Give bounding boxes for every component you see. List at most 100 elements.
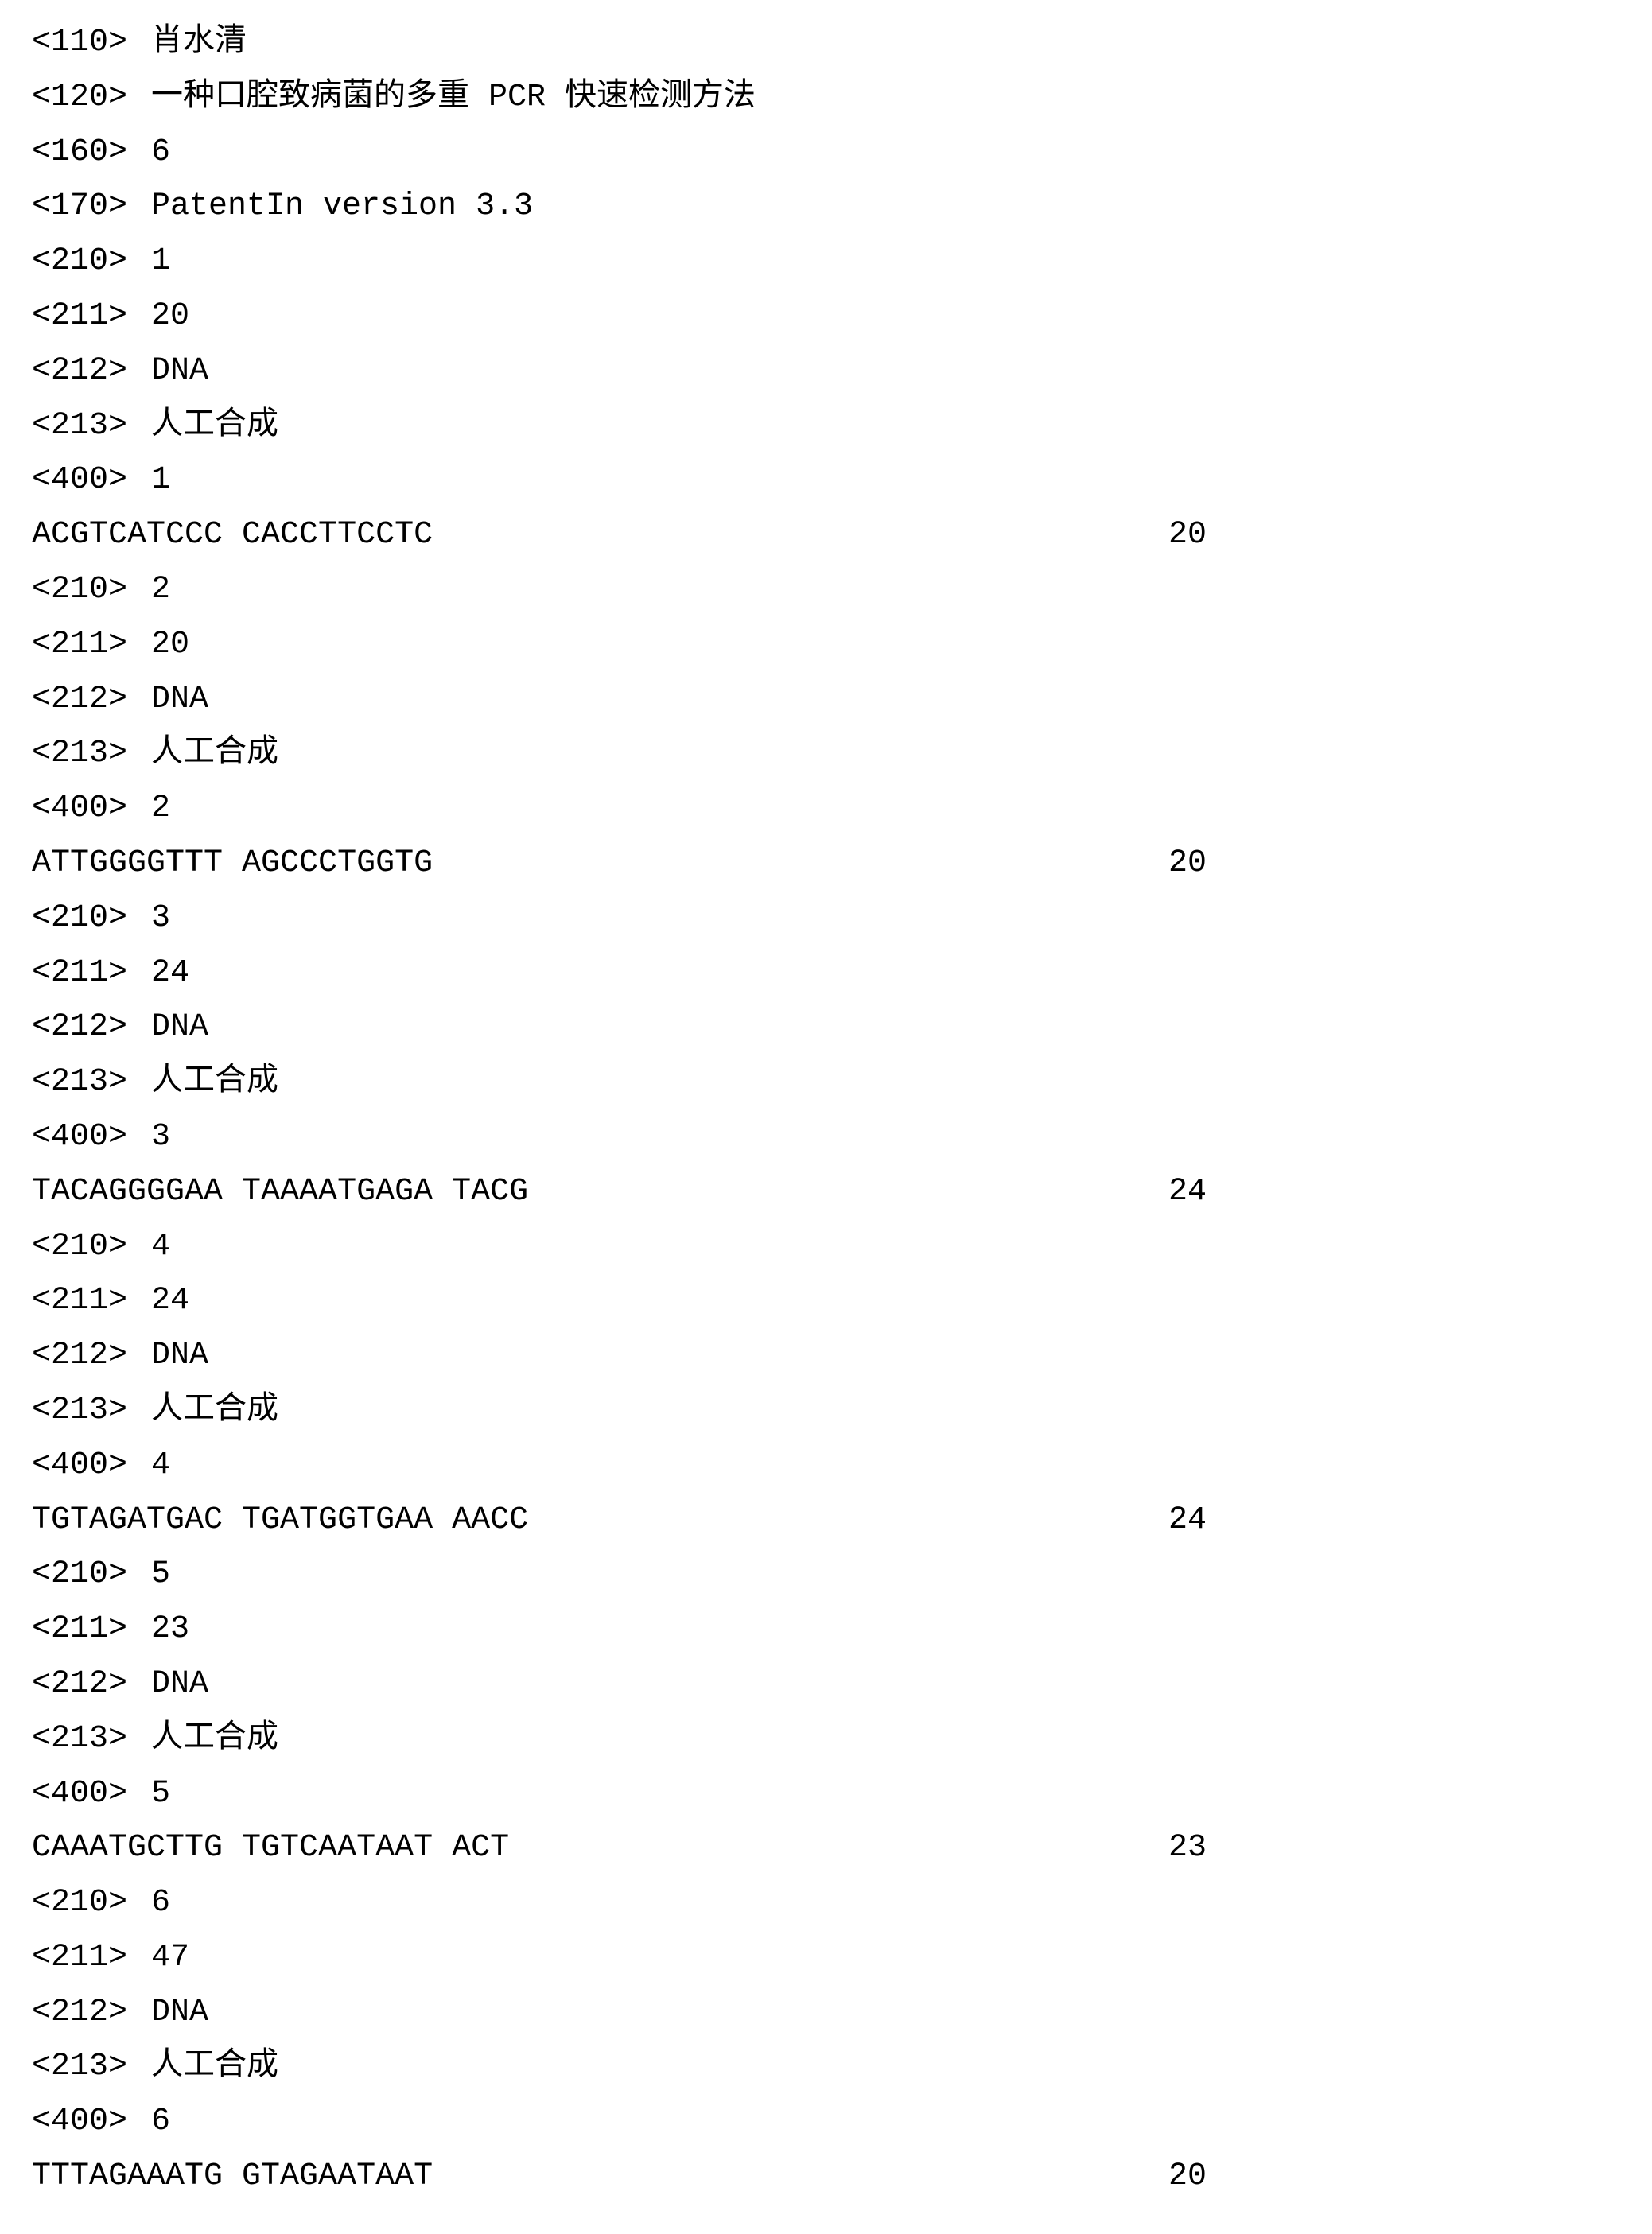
tag212-line: <212>DNA — [32, 1329, 1620, 1384]
tag212-label: <212> — [32, 673, 151, 728]
sequence-data-line: TTTAGAAATG GTAGAATAAT 20 — [32, 2150, 1620, 2205]
sequence-block: <210>1<211>20<212>DNA<213>人工合成<400>1ACGT… — [32, 235, 1620, 563]
sequence-length: 20 — [1168, 2150, 1620, 2205]
tag211-line: <211>20 — [32, 289, 1620, 344]
tag212-label: <212> — [32, 1329, 151, 1384]
tag212-label: <212> — [32, 344, 151, 399]
sequence-block: <210>3<211>24<212>DNA<213>人工合成<400>3TACA… — [32, 892, 1620, 1220]
tag-170-label: <170> — [32, 180, 151, 235]
tag211-line: <211>20 — [32, 618, 1620, 673]
tag-110-line: <110> 肖水清 — [32, 16, 1620, 71]
tag400-label: <400> — [32, 2095, 151, 2150]
tag213-value: 人工合成 — [151, 1712, 278, 1767]
sequence-block: <210>4<211>24<212>DNA<213>人工合成<400>4TGTA… — [32, 1220, 1620, 1548]
tag400-line: <400>1 — [32, 453, 1620, 508]
sequence-length: 24 — [1168, 1494, 1620, 1548]
tag212-value: DNA — [151, 1000, 208, 1055]
tag400-label: <400> — [32, 1439, 151, 1494]
tag400-value: 2 — [151, 782, 170, 837]
tag-120-value: 一种口腔致病菌的多重 PCR 快速检测方法 — [151, 71, 756, 126]
tag213-line: <213>人工合成 — [32, 1712, 1620, 1767]
tag210-label: <210> — [32, 1220, 151, 1275]
tag400-value: 1 — [151, 453, 170, 508]
tag211-value: 24 — [151, 946, 189, 1001]
tag213-label: <213> — [32, 1712, 151, 1767]
tag212-line: <212>DNA — [32, 1000, 1620, 1055]
tag400-value: 5 — [151, 1767, 170, 1822]
tag213-value: 人工合成 — [151, 2040, 278, 2095]
tag-160-line: <160> 6 — [32, 126, 1620, 181]
tag210-line: <210>5 — [32, 1548, 1620, 1603]
sequence-text: TTTAGAAATG GTAGAATAAT — [32, 2150, 433, 2205]
tag212-value: DNA — [151, 1329, 208, 1384]
tag212-value: DNA — [151, 1986, 208, 2041]
tag210-label: <210> — [32, 892, 151, 946]
tag400-value: 3 — [151, 1110, 170, 1165]
tag-110-value: 肖水清 — [151, 16, 247, 71]
sequence-data-line: TGTAGATGAC TGATGGTGAA AACC 24 — [32, 1494, 1620, 1548]
tag-160-value: 6 — [151, 126, 170, 181]
tag213-value: 人工合成 — [151, 727, 278, 782]
tag212-label: <212> — [32, 1986, 151, 2041]
sequence-data-line: ACGTCATCCC CACCTTCCTC 20 — [32, 508, 1620, 563]
tag210-value: 1 — [151, 235, 170, 289]
tag212-value: DNA — [151, 344, 208, 399]
tag213-line: <213>人工合成 — [32, 727, 1620, 782]
tag211-value: 47 — [151, 1931, 189, 1986]
tag212-value: DNA — [151, 1657, 208, 1712]
tag213-line: <213>人工合成 — [32, 1384, 1620, 1439]
tag212-line: <212>DNA — [32, 673, 1620, 728]
tag210-label: <210> — [32, 235, 151, 289]
tag211-value: 20 — [151, 289, 189, 344]
tag212-line: <212>DNA — [32, 1986, 1620, 2041]
tag400-line: <400>2 — [32, 782, 1620, 837]
sequence-text: CAAATGCTTG TGTCAATAAT ACT — [32, 1821, 509, 1876]
tag211-line: <211>23 — [32, 1603, 1620, 1657]
tag213-line: <213>人工合成 — [32, 2040, 1620, 2095]
tag211-label: <211> — [32, 1931, 151, 1986]
tag210-value: 5 — [151, 1548, 170, 1603]
tag400-line: <400>3 — [32, 1110, 1620, 1165]
tag400-label: <400> — [32, 453, 151, 508]
sequence-text: ATTGGGGTTT AGCCCTGGTG — [32, 837, 433, 892]
tag210-line: <210>6 — [32, 1876, 1620, 1931]
tag210-value: 6 — [151, 1876, 170, 1931]
sequence-data-line: ATTGGGGTTT AGCCCTGGTG20 — [32, 837, 1620, 892]
sequence-text: TACAGGGGAA TAAAATGAGA TACG — [32, 1165, 528, 1220]
tag210-line: <210>2 — [32, 563, 1620, 618]
sequence-length: 20 — [1168, 508, 1620, 563]
tag213-value: 人工合成 — [151, 399, 278, 454]
tag211-line: <211>24 — [32, 946, 1620, 1001]
tag213-value: 人工合成 — [151, 1384, 278, 1439]
tag212-value: DNA — [151, 673, 208, 728]
sequences-container: <210>1<211>20<212>DNA<213>人工合成<400>1ACGT… — [32, 235, 1620, 2205]
tag211-line: <211>47 — [32, 1931, 1620, 1986]
tag211-label: <211> — [32, 289, 151, 344]
tag211-value: 20 — [151, 618, 189, 673]
sequence-block: <210>2<211>20<212>DNA<213>人工合成<400>2ATTG… — [32, 563, 1620, 892]
tag210-value: 4 — [151, 1220, 170, 1275]
sequence-text: TGTAGATGAC TGATGGTGAA AACC — [32, 1494, 528, 1548]
tag-120-label: <120> — [32, 71, 151, 126]
tag211-label: <211> — [32, 618, 151, 673]
tag400-label: <400> — [32, 1110, 151, 1165]
tag-160-label: <160> — [32, 126, 151, 181]
tag211-value: 24 — [151, 1274, 189, 1329]
tag213-label: <213> — [32, 1384, 151, 1439]
tag-110-label: <110> — [32, 16, 151, 71]
tag210-line: <210>3 — [32, 892, 1620, 946]
tag211-value: 23 — [151, 1603, 189, 1657]
sequence-block: <210>6<211>47<212>DNA<213>人工合成<400>6TTTA… — [32, 1876, 1620, 2205]
tag210-line: <210>4 — [32, 1220, 1620, 1275]
tag211-line: <211>24 — [32, 1274, 1620, 1329]
sequence-data-line: CAAATGCTTG TGTCAATAAT ACT23 — [32, 1821, 1620, 1876]
tag212-line: <212>DNA — [32, 344, 1620, 399]
tag213-label: <213> — [32, 727, 151, 782]
sequence-block: <210>5<211>23<212>DNA<213>人工合成<400>5CAAA… — [32, 1548, 1620, 1876]
tag213-line: <213>人工合成 — [32, 1055, 1620, 1110]
sequence-text: ACGTCATCCC CACCTTCCTC — [32, 508, 433, 563]
tag400-value: 6 — [151, 2095, 170, 2150]
tag210-value: 2 — [151, 563, 170, 618]
tag211-label: <211> — [32, 1274, 151, 1329]
tag400-value: 4 — [151, 1439, 170, 1494]
